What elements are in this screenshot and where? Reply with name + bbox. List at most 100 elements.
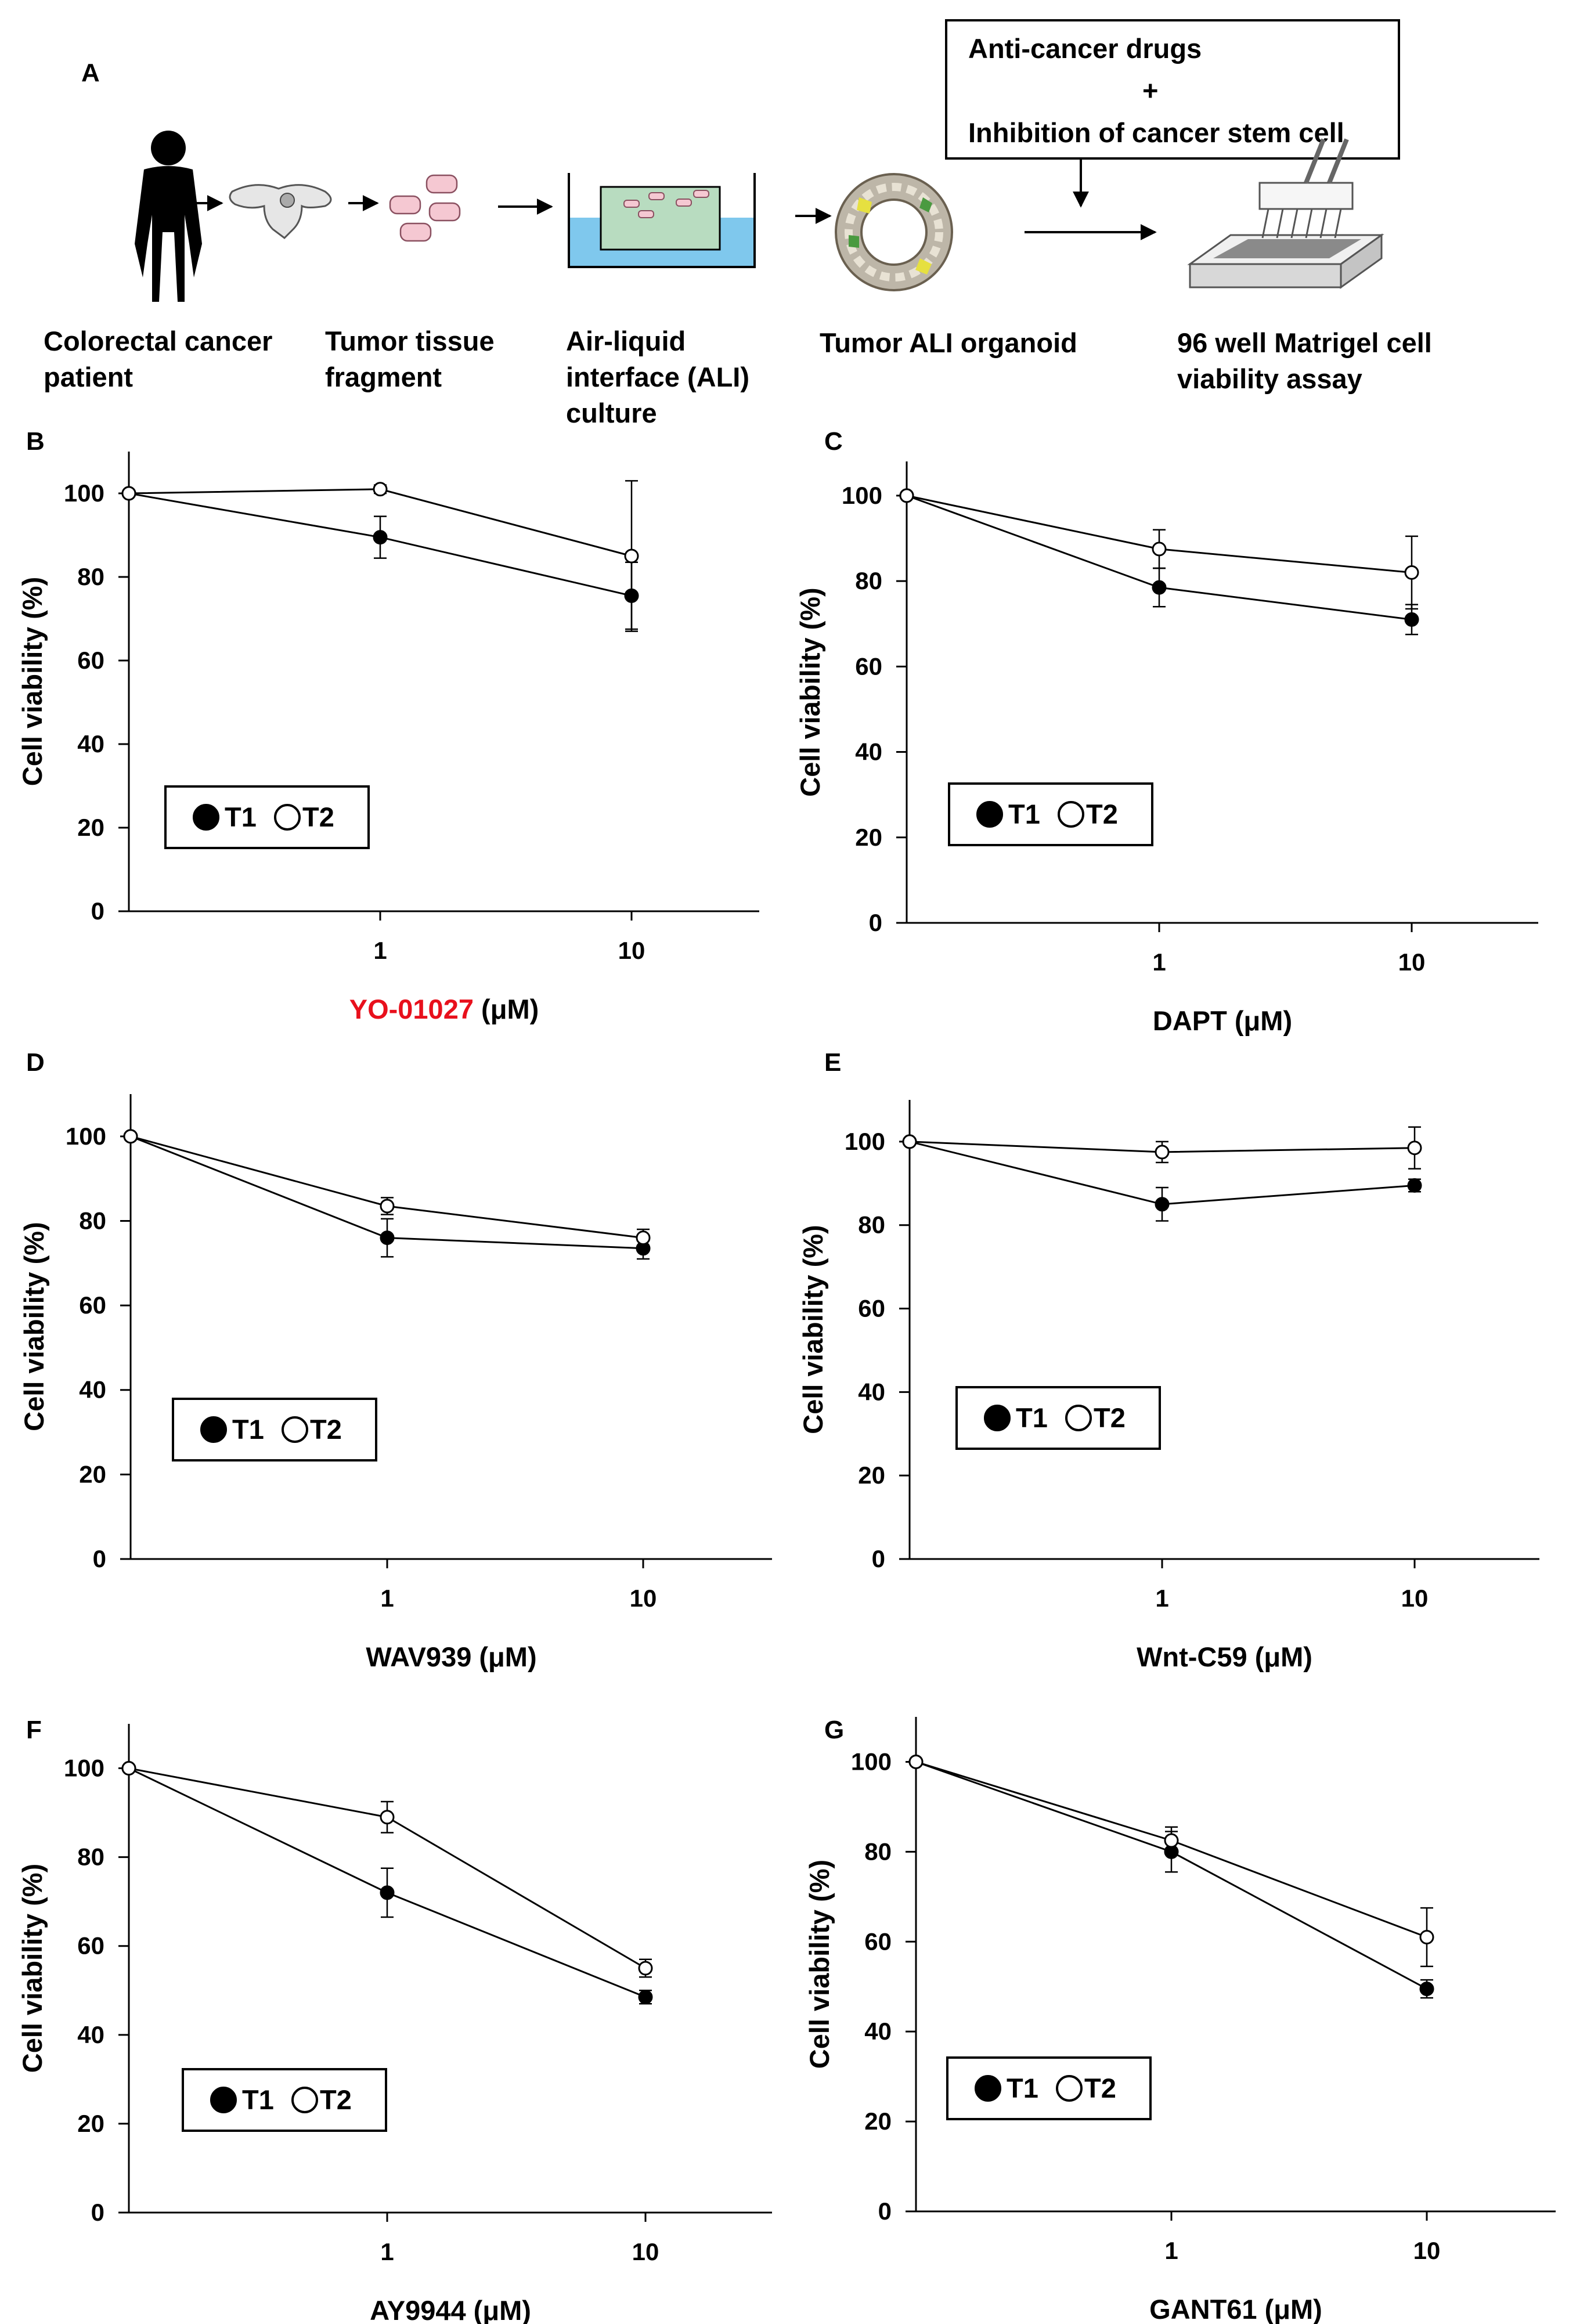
legend-b: T1 T2 [164, 785, 370, 849]
x-axis-label-g: GANT61 (μM) [1149, 2294, 1322, 2324]
y-axis-label-e: Cell viability (%) [798, 1225, 828, 1434]
step-5-line2: viability assay [1177, 363, 1362, 394]
panel-a: A Anti-cancer drugs + Inhibition of canc… [44, 19, 1432, 428]
y-tick-label-c: 40 [855, 738, 882, 766]
data-point-t2-e [1407, 1141, 1422, 1156]
data-point-t1-d [380, 1230, 395, 1246]
y-tick-label-f: 20 [77, 2110, 104, 2137]
x-tick-label-c: 1 [1152, 948, 1166, 976]
chart-panel-f: F 0 20 40 60 80 100 1 10 Cell viability (%) AY9944… [17, 1716, 772, 2324]
chart-panel-b: B 0 20 40 60 80 100 1 10 Cell viability (%) YO-010… [17, 427, 759, 1024]
y-tick-label-f: 0 [91, 2199, 104, 2226]
y-tick-label-e: 80 [858, 1211, 885, 1239]
drug-box-line3: Inhibition of cancer stem cell [968, 117, 1344, 148]
y-tick-label-d: 80 [79, 1207, 106, 1234]
chart-panel-e: E 0 20 40 60 80 100 1 10 Cell viability (%) Wnt-C5… [798, 1048, 1539, 1672]
tissue-fragments-icon [389, 174, 461, 242]
y-tick-label-f: 80 [77, 1843, 104, 1871]
legend-d: T1 T2 [172, 1398, 377, 1461]
data-point-t1-b [624, 588, 639, 603]
legend-box-g [946, 2056, 1152, 2120]
x-axis-label-drug-b: YO-01027 [349, 994, 474, 1024]
chart-panel-c: C 0 20 40 60 80 100 1 10 Cell viability (%) DAPT (… [795, 427, 1538, 1036]
x-tick-label-d: 10 [630, 1585, 657, 1612]
step-1-line2: patient [44, 362, 133, 392]
legend-f: T1 T2 [182, 2068, 387, 2132]
y-axis-label-b: Cell viability (%) [17, 577, 48, 786]
data-point-t2-d [123, 1129, 138, 1144]
x-tick-label-f: 10 [632, 2238, 659, 2265]
organoid-icon [835, 173, 953, 291]
step-5-line1: 96 well Matrigel cell [1177, 327, 1432, 358]
legend-label-t2-d: T2 [310, 1414, 342, 1445]
data-point-t1-b [373, 530, 388, 545]
legend-label-t2-b: T2 [302, 802, 334, 832]
data-point-t2-f [121, 1761, 136, 1776]
chart-panel-g: G 0 20 40 60 80 100 1 10 Cell viability (%) GANT61… [804, 1716, 1556, 2324]
legend-box-c [948, 782, 1153, 846]
x-axis-label-e: Wnt-C59 (μM) [1137, 1641, 1312, 1672]
step-3-line1: Air-liquid [566, 326, 686, 356]
y-tick-label-g: 60 [864, 1928, 892, 1955]
y-tick-label-g: 100 [851, 1748, 892, 1775]
y-tick-label-b: 80 [77, 563, 104, 590]
x-axis-label-c: DAPT (μM) [1153, 1005, 1292, 1036]
data-point-t1-f [380, 1885, 395, 1900]
panel-letter-e: E [824, 1048, 841, 1077]
data-point-t1-e [1407, 1178, 1422, 1193]
legend-marker-t1-g [975, 2075, 1001, 2102]
y-tick-label-d: 60 [79, 1291, 106, 1319]
legend-marker-t2-e [1065, 1405, 1092, 1431]
y-tick-label-e: 40 [858, 1378, 885, 1405]
x-tick-label-g: 1 [1164, 2237, 1178, 2264]
step-3-line3: culture [566, 398, 657, 428]
data-point-t2-c [899, 488, 914, 503]
step-2-line2: fragment [325, 362, 442, 392]
y-tick-label-c: 100 [842, 482, 882, 509]
y-tick-label-e: 0 [872, 1545, 885, 1572]
x-tick-label-e: 10 [1401, 1585, 1429, 1612]
y-tick-label-g: 80 [864, 1838, 892, 1865]
y-axis-label-f: Cell viability (%) [17, 1864, 48, 2073]
x-tick-label-e: 1 [1155, 1585, 1168, 1612]
y-tick-label-f: 40 [77, 2021, 104, 2048]
drug-box-line2: + [1142, 75, 1158, 106]
step-3-line2: interface (ALI) [566, 362, 749, 392]
patient-icon [135, 131, 202, 302]
step-4-line1: Tumor ALI organoid [820, 327, 1077, 358]
data-point-t1-c [1152, 580, 1167, 595]
y-tick-label-d: 100 [66, 1123, 106, 1150]
legend-marker-t2-c [1058, 801, 1084, 828]
legend-marker-t2-g [1056, 2075, 1083, 2102]
y-tick-label-f: 100 [64, 1755, 104, 1782]
y-tick-label-b: 20 [77, 814, 104, 841]
x-tick-label-b: 1 [373, 937, 387, 964]
organ-icon [229, 184, 332, 239]
legend-marker-t1-c [976, 801, 1003, 828]
y-tick-label-g: 20 [864, 2108, 892, 2135]
legend-label-t1-g: T1 [1007, 2073, 1038, 2103]
data-point-t2-b [121, 486, 136, 501]
y-tick-label-b: 40 [77, 730, 104, 757]
data-point-t2-c [1152, 542, 1167, 557]
y-tick-label-g: 40 [864, 2018, 892, 2045]
panel-letter-a: A [81, 59, 100, 87]
data-point-t1-c [1404, 612, 1419, 627]
y-tick-label-b: 100 [64, 479, 104, 507]
data-point-t2-b [624, 548, 639, 564]
data-point-t2-f [380, 1810, 395, 1825]
legend-label-t1-d: T1 [232, 1414, 264, 1445]
data-point-t2-f [638, 1961, 653, 1976]
y-tick-label-c: 0 [869, 909, 882, 936]
legend-label-t2-c: T2 [1086, 799, 1118, 829]
data-point-t2-g [1164, 1833, 1179, 1848]
x-axis-label-f: AY9944 (μM) [370, 2295, 531, 2324]
legend-marker-t1-b [193, 804, 219, 831]
well-plate-icon [1187, 138, 1384, 289]
x-tick-label-g: 10 [1413, 2237, 1441, 2264]
legend-label-t2-f: T2 [320, 2084, 352, 2115]
legend-marker-t2-b [274, 804, 301, 831]
x-tick-label-d: 1 [380, 1585, 394, 1612]
legend-label-t2-g: T2 [1084, 2073, 1116, 2103]
